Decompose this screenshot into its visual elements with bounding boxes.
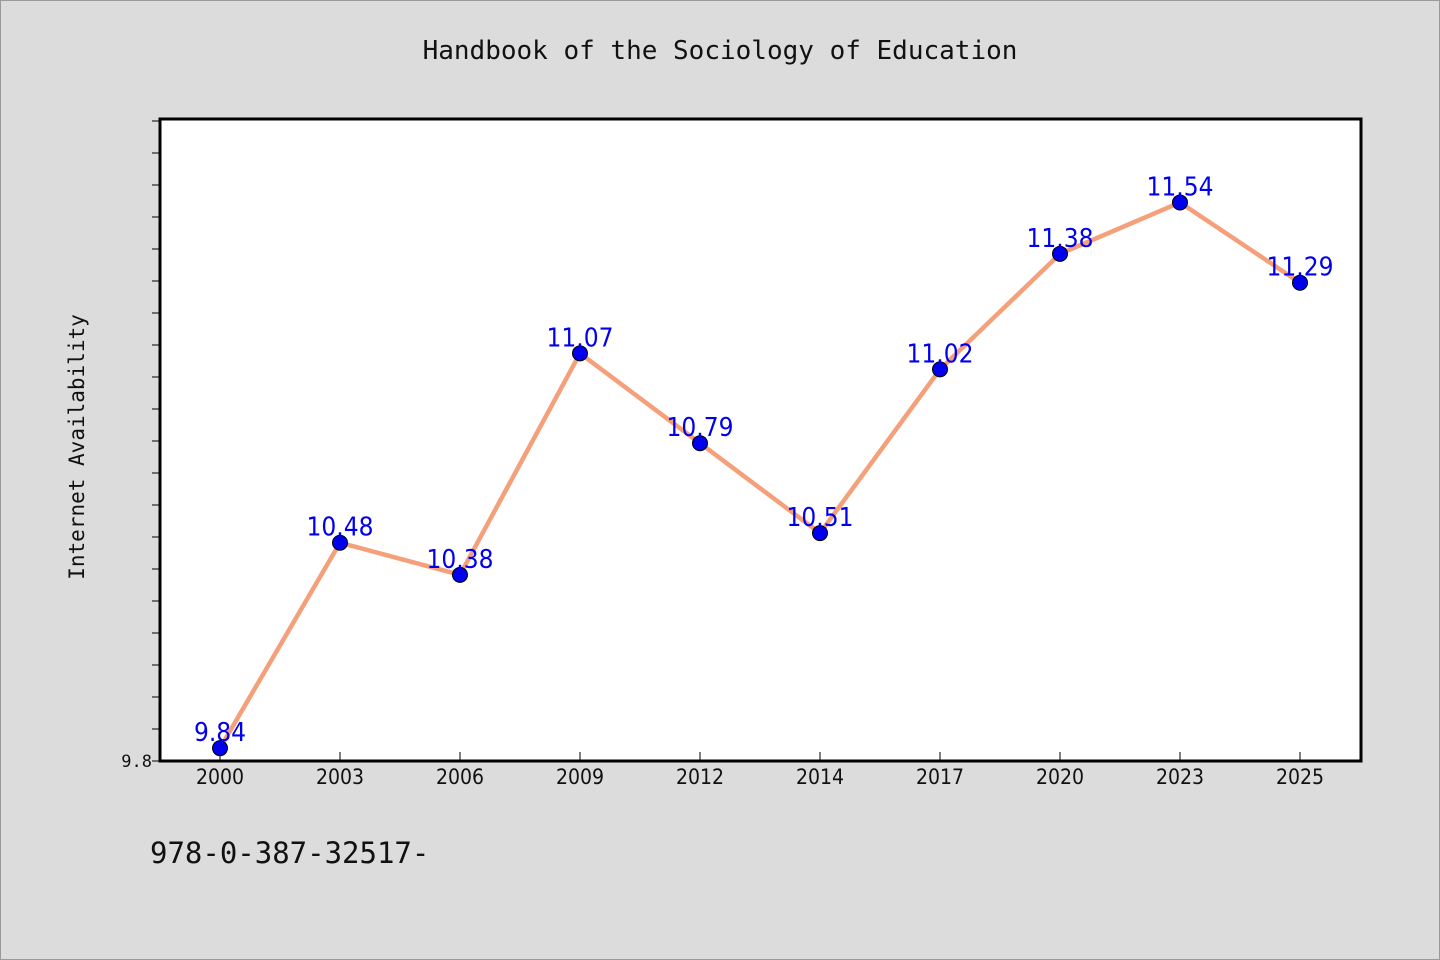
series-line	[218, 200, 1302, 750]
x-axis-tick-labels: 2000 2003 2006 2009 2012 2014 2017 2020 2023 2025	[196, 765, 1324, 789]
data-point	[932, 361, 948, 378]
x-tick-label: 2014	[796, 765, 844, 789]
x-tick-label: 2023	[1156, 765, 1204, 789]
data-labels-layer: 9.84 10.48 10.38 11.07 10.79 10.51 11.02 11.38 1…	[194, 172, 1334, 748]
data-label: 11.54	[1147, 172, 1214, 202]
data-label: 9.84	[194, 718, 246, 748]
y-axis-tick-labels: 9.8	[121, 752, 152, 772]
x-tick-label: 2000	[196, 765, 244, 789]
data-point	[1292, 274, 1308, 291]
data-point	[1052, 245, 1068, 262]
data-point	[332, 534, 348, 551]
x-tick-label: 2020	[1036, 765, 1084, 789]
data-point	[212, 740, 228, 757]
data-label: 11.38	[1027, 224, 1094, 254]
data-label: 10.38	[427, 545, 494, 575]
data-label: 10.79	[667, 413, 734, 443]
x-tick-label: 2009	[556, 765, 604, 789]
x-tick-label: 2003	[316, 765, 364, 789]
x-tick-label: 2017	[916, 765, 964, 789]
data-point	[692, 435, 708, 452]
data-point	[1172, 194, 1188, 211]
data-label: 11.07	[547, 323, 614, 353]
data-point	[572, 345, 588, 362]
y-axis-ticks	[152, 120, 160, 762]
footer-text: 978-0-387-32517-	[150, 836, 430, 870]
data-point	[452, 566, 468, 583]
series-layer	[218, 200, 1302, 750]
x-axis-ticks	[219, 752, 1301, 761]
data-label: 10.48	[307, 513, 374, 543]
plot-area	[158, 117, 1363, 763]
x-tick-label: 2012	[676, 765, 724, 789]
data-label: 11.29	[1267, 253, 1334, 283]
y-tick-label: 9.8	[121, 752, 152, 772]
x-tick-label: 2025	[1276, 765, 1324, 789]
data-point	[812, 525, 828, 542]
chart-title: Handbook of the Sociology of Education	[422, 36, 1018, 66]
data-label: 11.02	[907, 339, 974, 369]
markers-layer	[212, 194, 1308, 757]
data-label: 10.51	[787, 503, 854, 533]
x-tick-label: 2006	[436, 765, 484, 789]
